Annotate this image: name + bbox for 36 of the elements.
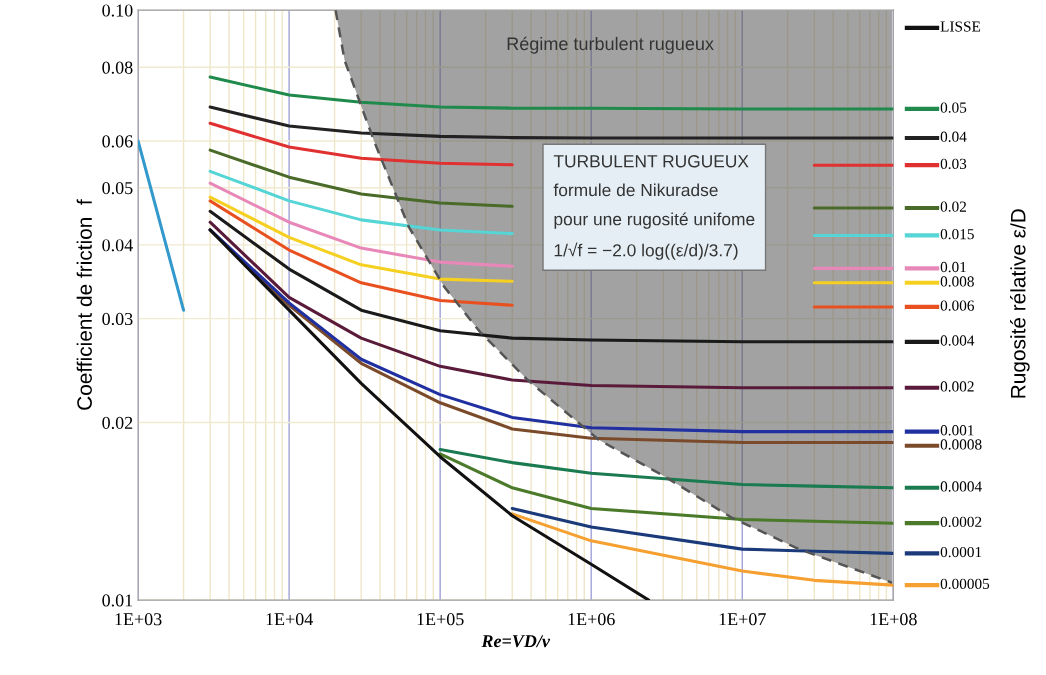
annotation: TURBULENT RUGUEUX formule de Nikuradse pour une rugosité unifome 1/√f = −2.0 log((ε/d)/3.7) [553,155,755,260]
legend-label: 0.002 [940,381,974,392]
legend-label: 0.05 [940,102,967,113]
x-tick-label: 1E+07 [719,613,766,626]
y-tick-label: 0.06 [102,135,133,148]
annotation: Régime turbulent rugueux [507,36,714,54]
legend-label: 0.008 [940,276,974,287]
legend-label: 0.001 [940,425,974,436]
legend-title: Rugosité rélative ε/D [1010,209,1030,398]
x-tick-label: 1E+06 [568,613,615,626]
legend-label: 0.0008 [940,439,982,450]
y-tick-label: 0.02 [102,416,133,429]
legend-label: 0.00005 [940,578,990,590]
y-tick-label: 0.08 [102,61,133,74]
y-tick-label: 0.03 [102,312,133,326]
x-tick-label: 1E+08 [870,613,917,626]
x-axis-title: Re=VD/v [481,635,551,648]
legend-label: 0.01 [940,261,966,273]
legend-label: 0.015 [940,228,974,240]
x-tick-label: 1E+04 [266,613,313,626]
x-tick-label: 1E+03 [115,613,162,626]
y-tick-label: 0.04 [102,239,133,252]
legend-label: 0.0004 [940,481,982,492]
y-tick-label: 0.01 [102,594,133,607]
legend-label: 0.004 [940,335,975,346]
legend-label: 0.0001 [940,546,982,558]
y-tick-label: 0.05 [102,181,133,195]
y-tick-label: 0.10 [102,4,133,17]
legend-label: 0.03 [940,158,967,170]
y-axis-title: Coefficient de friction f [76,199,92,410]
legend-label: 0.0002 [940,516,982,528]
legend-label: 0.02 [940,201,966,212]
legend-label: LISSE [940,21,981,32]
legend-label: 0.04 [940,131,967,142]
legend-label: 0.006 [940,300,975,311]
x-tick-label: 1E+05 [417,613,464,626]
